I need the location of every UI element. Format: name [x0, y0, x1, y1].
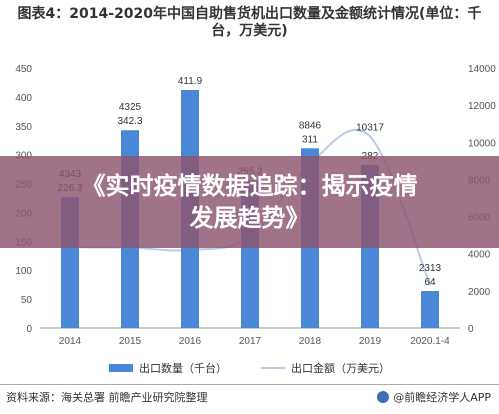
legend-item-amount: 出口金额（万美元）: [261, 360, 390, 376]
headline-banner[interactable]: [0, 156, 499, 248]
chart-legend: 出口数量（千台） 出口金额（万美元）: [0, 360, 499, 376]
x-tick-label: 2019: [359, 336, 382, 347]
y-left-tick-label: 50: [21, 295, 33, 306]
quantity-value-label: 411.9: [178, 76, 203, 87]
amount-value-label: 4325: [119, 102, 142, 113]
headline-line-2[interactable]: 发展趋势》: [189, 204, 310, 232]
x-tick-label: 2020.1-4: [410, 336, 450, 347]
y-left-tick-label: 350: [15, 122, 32, 133]
x-tick-label: 2016: [179, 336, 202, 347]
quantity-value-label: 342.3: [117, 116, 142, 127]
y-right-tick-label: 12000: [468, 101, 496, 112]
y-right-tick-label: 14000: [468, 64, 496, 75]
legend-label-quantity: 出口数量（千台）: [139, 362, 227, 375]
y-left-tick-label: 450: [15, 64, 32, 75]
amount-value-label: 2313: [419, 263, 442, 274]
quantity-value-label: 311: [302, 134, 318, 145]
brand-text: @前瞻经济学人APP: [393, 391, 491, 404]
x-tick-label: 2017: [239, 336, 262, 347]
x-tick-label: 2018: [299, 336, 322, 347]
y-left-tick-label: 100: [15, 266, 32, 277]
x-tick-label: 2015: [119, 336, 142, 347]
legend-label-amount: 出口金额（万美元）: [291, 362, 390, 375]
source-note: 资料来源：海关总署 前瞻产业研究院整理: [6, 391, 208, 404]
headline-line-1[interactable]: 《实时疫情数据追踪：揭示疫情: [81, 172, 418, 200]
chart-title: 图表4：2014-2020年中国自助售货机出口数量及金额统计情况(单位：千台，万…: [17, 6, 482, 39]
legend-item-quantity: 出口数量（千台）: [109, 360, 227, 376]
y-right-tick-label: 2000: [468, 287, 491, 298]
y-right-tick-label: 0: [468, 324, 474, 335]
quantity-bar: [421, 291, 439, 328]
footer-divider: [0, 384, 499, 385]
y-left-tick-label: 400: [15, 93, 32, 104]
bar-swatch-icon: [109, 364, 133, 372]
amount-value-label: 8846: [299, 120, 322, 131]
y-right-tick-label: 10000: [468, 138, 496, 149]
line-swatch-icon: [261, 367, 285, 369]
brand-credit: @前瞻经济学人APP: [377, 389, 491, 405]
brand-logo-icon: [377, 391, 390, 403]
y-right-tick-label: 4000: [468, 250, 491, 261]
y-left-tick-label: 0: [26, 324, 32, 335]
x-tick-label: 2014: [59, 336, 82, 347]
amount-value-label: 10317: [356, 122, 384, 133]
headline-text[interactable]: 《实时疫情数据追踪：揭示疫情 发展趋势》: [0, 170, 499, 234]
quantity-value-label: 64: [424, 277, 436, 288]
